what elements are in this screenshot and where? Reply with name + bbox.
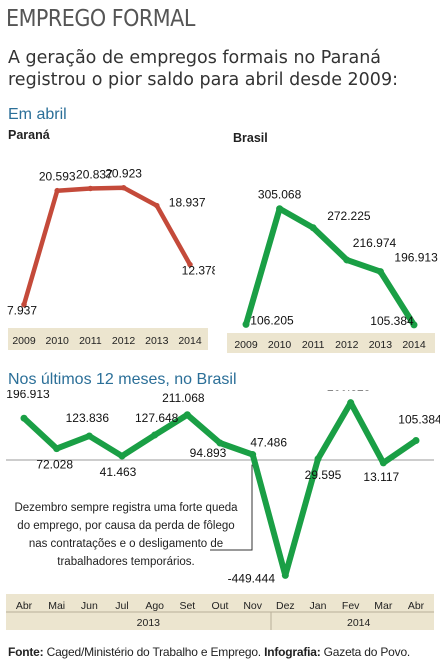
months-tick-label: Mai: [48, 600, 65, 612]
parana-point: [87, 185, 94, 192]
footer-infographic-label: Infografia:: [264, 645, 321, 659]
months-data-label: 13.117: [363, 470, 399, 484]
chart-title-brasil: Brasil: [233, 131, 268, 145]
months-point: [183, 411, 191, 419]
months-point: [216, 439, 224, 447]
year-label-2014: 2014: [347, 617, 371, 629]
main-title: EMPREGO FORMAL: [6, 6, 195, 32]
months-point: [20, 414, 28, 422]
brasil-data-label: 106.205: [250, 313, 294, 327]
parana-series-line: [21, 185, 193, 307]
months-tick-label: Abr: [408, 600, 425, 612]
parana-point: [120, 184, 127, 191]
brasil-tick-label: 2009: [234, 339, 258, 351]
parana-data-label: 7.937: [7, 304, 37, 318]
months-data-label: 94.893: [190, 446, 227, 460]
footer-source-text: Caged/Ministério do Trabalho e Emprego.: [43, 645, 265, 659]
parana-point: [187, 261, 193, 268]
months-data-label: -449.444: [228, 571, 276, 585]
section-heading-april: Em abril: [8, 106, 67, 123]
months-point: [412, 436, 420, 444]
section-heading-12-months: Nos últimos 12 meses, no Brasil: [8, 371, 237, 388]
parana-data-label: 20.923: [105, 167, 142, 181]
year-label-2013: 2013: [137, 617, 161, 629]
months-data-label: 72.028: [36, 458, 73, 472]
months-data-label: 47.486: [250, 436, 287, 450]
brasil-point: [343, 256, 351, 264]
months-tick-label: Set: [179, 600, 195, 612]
months-point: [85, 432, 93, 440]
months-tick-label: Dez: [276, 600, 295, 612]
parana-tick-label: 2011: [79, 335, 102, 347]
parana-tick-label: 2010: [46, 335, 70, 347]
months-tick-label: Ago: [145, 600, 164, 612]
parana-tick-label: 2009: [12, 335, 36, 347]
chart-12-months-brasil: 196.913 72.028 123.836 41.463 127.648 211.068…: [6, 390, 440, 630]
brasil-tick-label: 2011: [302, 339, 325, 351]
months-tick-label: Jan: [310, 600, 327, 612]
parana-data-label: 12.378: [182, 264, 215, 278]
footer-infographic-text: Gazeta do Povo.: [320, 645, 411, 659]
parana-data-label: 20.593: [39, 170, 76, 184]
december-annotation: Dezembro sempre registra uma forte queda…: [14, 502, 238, 568]
months-data-label: 211.068: [162, 391, 205, 405]
parana-tick-label: 2012: [112, 335, 136, 347]
brasil-axis-band: [227, 333, 435, 353]
parana-axis-band: [8, 328, 208, 350]
subtitle-line-2: registrou o pior saldo para abril desde …: [8, 70, 398, 90]
months-data-label: 260.823: [327, 390, 371, 394]
parana-data-label: 20.837: [76, 167, 113, 181]
brasil-point: [376, 268, 384, 276]
brasil-tick-label: 2010: [268, 339, 292, 351]
months-point: [53, 445, 61, 453]
months-point: [249, 451, 257, 459]
brasil-tick-label: 2013: [369, 339, 393, 351]
brasil-data-label: 196.913: [394, 251, 438, 265]
brasil-point: [276, 205, 284, 213]
brasil-tick-label: 2012: [335, 339, 359, 351]
parana-tick-label: 2014: [178, 335, 202, 347]
annotation-leader-line: [210, 464, 253, 551]
brasil-point: [309, 224, 317, 232]
months-data-label: 105.384: [398, 412, 440, 426]
months-data-label: 29.595: [305, 468, 342, 482]
footer-source-label: Fonte:: [8, 645, 44, 659]
months-tick-label: Fev: [342, 600, 360, 612]
chart-title-parana: Paraná: [8, 128, 50, 142]
months-tick-label: Out: [212, 600, 229, 612]
brasil-data-label: 305.068: [258, 188, 302, 202]
parana-point: [154, 202, 160, 209]
months-data-label: 123.836: [66, 411, 110, 425]
months-point: [347, 399, 355, 407]
months-point: [379, 459, 387, 467]
parana-point: [21, 301, 27, 308]
brasil-data-label: 272.225: [327, 209, 371, 223]
months-point: [314, 455, 322, 463]
brasil-point: [242, 320, 250, 328]
brasil-data-label: 105.384: [370, 314, 414, 328]
months-tick-label: Jul: [115, 600, 128, 612]
months-point: [118, 452, 126, 460]
subtitle-line-1: A geração de empregos formais no Paraná: [8, 48, 382, 68]
months-point: [281, 571, 289, 579]
months-point: [151, 431, 159, 439]
footer-credits: Fonte: Caged/Ministério do Trabalho e Em…: [8, 645, 410, 659]
brasil-tick-label: 2014: [402, 339, 426, 351]
parana-data-label: 18.937: [169, 196, 206, 210]
brasil-point: [410, 321, 418, 329]
months-data-label: 127.648: [135, 411, 179, 425]
months-tick-label: Abr: [16, 600, 33, 612]
months-tick-label: Mar: [374, 600, 393, 612]
brasil-data-label: 216.974: [353, 236, 397, 250]
parana-point: [54, 187, 60, 194]
brasil-series-line: [243, 205, 417, 328]
months-data-label: 196.913: [6, 390, 50, 401]
months-tick-label: Jun: [81, 600, 98, 612]
months-tick-label: Nov: [243, 600, 262, 612]
months-data-label: 41.463: [100, 465, 137, 479]
parana-tick-label: 2013: [145, 335, 169, 347]
